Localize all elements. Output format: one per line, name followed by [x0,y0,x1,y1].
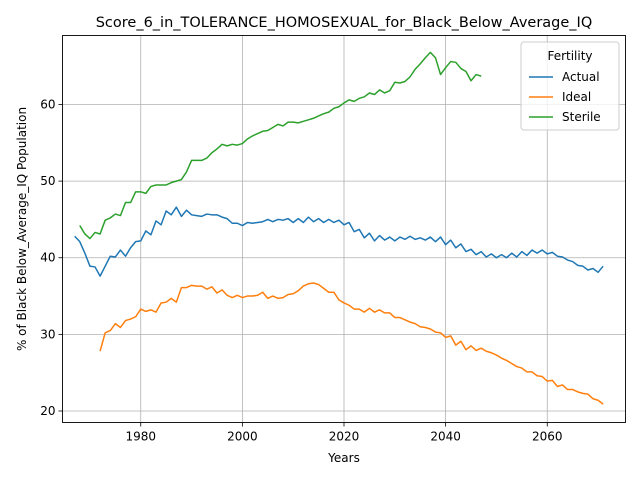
x-tick-label: 2060 [532,430,563,444]
y-axis-ticks: 20 30 40 50 60 [40,97,63,418]
legend-title: Fertility [547,49,592,63]
series-line-sterile [79,51,482,240]
series-line-ideal [99,282,604,405]
y-tick-label: 50 [40,174,55,188]
x-tick-label: 2000 [227,430,258,444]
legend-label-actual: Actual [562,70,600,84]
series-line-actual [74,206,604,277]
x-axis-label: Years [327,451,360,465]
y-axis-label: % of Black Below_Average_IQ Population [15,107,29,351]
x-tick-label: 1980 [125,430,156,444]
legend-box [520,41,620,131]
y-tick-label: 60 [40,97,55,111]
y-tick-label: 20 [40,404,55,418]
x-tick-label: 2040 [430,430,461,444]
x-axis-ticks: 1980 2000 2020 2040 2060 [125,422,563,444]
y-tick-label: 40 [40,251,55,265]
x-tick-label: 2020 [329,430,360,444]
legend-label-ideal: Ideal [562,90,591,104]
series-lines [74,51,604,405]
legend-label-sterile: Sterile [562,110,601,124]
y-tick-label: 30 [40,327,55,341]
legend: Fertility Actual Ideal Sterile [520,41,620,131]
chart-title: Score_6_in_TOLERANCE_HOMOSEXUAL_for_Blac… [96,15,593,31]
